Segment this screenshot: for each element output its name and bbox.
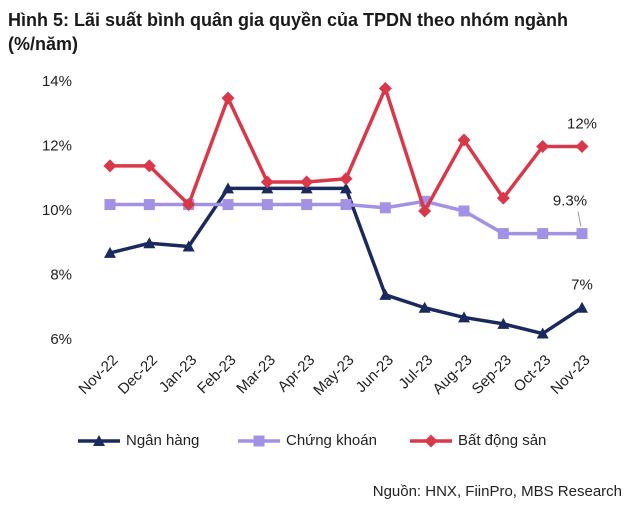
marker: [418, 301, 431, 313]
marker: [104, 199, 116, 211]
chart-title: Hình 5: Lãi suất bình quân gia quyền của…: [8, 10, 569, 54]
leader-line: [577, 211, 582, 227]
marker: [576, 301, 588, 313]
marker: [419, 195, 431, 207]
marker: [497, 317, 510, 329]
y-tick-label: 10%: [42, 202, 72, 219]
series: [103, 81, 589, 218]
marker: [301, 199, 313, 211]
legend-item: Ngân hàng: [78, 432, 199, 449]
x-tick-label: Sep-23: [469, 352, 515, 398]
legend-label: Bất động sản: [458, 432, 546, 449]
x-tick-label: Nov-23: [547, 352, 593, 398]
marker: [458, 311, 470, 323]
marker: [379, 288, 392, 300]
x-tick-label: Jan-23: [156, 352, 200, 396]
x-tick-label: Dec-22: [115, 352, 161, 398]
marker: [143, 237, 156, 249]
series: [104, 195, 588, 240]
legend-label: Chứng khoán: [286, 432, 377, 449]
value-label: 7%: [571, 277, 593, 294]
x-tick-label: Aug-23: [429, 352, 475, 398]
x-tick-label: May-23: [310, 352, 357, 399]
legend-label: Ngân hàng: [126, 432, 199, 449]
marker: [418, 204, 432, 218]
value-label: 12%: [567, 115, 597, 132]
x-tick-label: Feb-23: [194, 352, 240, 398]
marker: [536, 327, 549, 339]
legend-item: Bất động sản: [410, 432, 546, 449]
marker: [104, 246, 116, 258]
marker: [103, 159, 117, 173]
marker: [339, 172, 353, 186]
marker: [575, 140, 589, 153]
marker: [182, 240, 195, 252]
marker: [93, 435, 105, 446]
legend-item: Chứng khoán: [238, 432, 377, 449]
marker: [143, 199, 155, 211]
x-tick-label: Jun-23: [353, 352, 397, 396]
marker: [378, 81, 392, 95]
y-tick-label: 12%: [42, 137, 72, 154]
marker: [300, 175, 314, 189]
marker: [457, 133, 471, 147]
marker: [260, 175, 274, 189]
marker: [142, 159, 156, 173]
x-tick-label: Nov-22: [75, 352, 121, 398]
y-tick-label: 8%: [50, 266, 72, 283]
marker: [253, 435, 265, 447]
x-tick-label: Mar-23: [233, 352, 279, 398]
marker: [497, 228, 509, 240]
x-tick-label: Oct-23: [510, 352, 554, 396]
marker: [536, 140, 550, 153]
marker: [537, 228, 549, 240]
series-line: [109, 186, 583, 336]
marker: [261, 199, 273, 211]
source: Nguồn: HNX, FiinPro, MBS Research: [373, 483, 622, 500]
marker: [222, 199, 234, 211]
marker: [340, 199, 352, 211]
marker: [340, 182, 352, 194]
series: [104, 182, 588, 339]
marker: [379, 202, 391, 214]
marker: [458, 205, 470, 217]
marker: [496, 191, 510, 205]
value-label: 9.3%: [553, 193, 587, 210]
marker: [576, 228, 588, 240]
marker: [424, 434, 438, 448]
marker: [221, 91, 235, 105]
y-tick-label: 6%: [50, 331, 72, 348]
y-tick-label: 14%: [42, 73, 72, 90]
marker: [182, 198, 196, 212]
marker: [222, 182, 234, 194]
